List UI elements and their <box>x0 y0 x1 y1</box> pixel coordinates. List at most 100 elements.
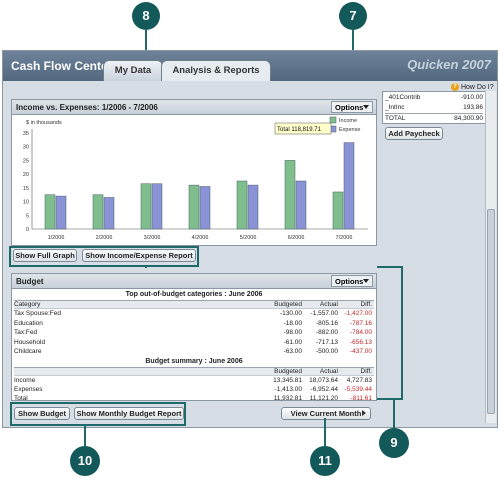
budget-table: Top out-of-budget categories : June 2006… <box>14 290 374 403</box>
callout-11: 11 <box>310 446 340 476</box>
paycheck-value: -910.00 <box>460 94 483 101</box>
paycheck-value: 193.86 <box>463 104 483 111</box>
chevron-right-icon <box>362 410 366 416</box>
diff-cell: -1,427.00 <box>344 310 372 317</box>
help-icon: ? <box>451 83 459 91</box>
y-tick-label: 20 <box>23 172 29 178</box>
actual-cell: 11,121.20 <box>309 395 338 402</box>
diff-cell: -787.16 <box>349 319 372 327</box>
show-budget-button[interactable]: Show Budget <box>14 407 70 420</box>
legend-swatch <box>329 116 337 124</box>
summary-row: Expenses -1,413.00 -6,952.44 -5,539.44 <box>14 385 374 394</box>
show-full-graph-button[interactable]: Show Full Graph <box>13 249 77 262</box>
budget-highlight-bracket <box>377 266 403 400</box>
options-label: Options <box>335 103 364 112</box>
diff-cell: 4,727.83 <box>346 377 372 384</box>
diff-cell: -811.61 <box>350 395 372 402</box>
app-window: Cash Flow Center My Data Analysis & Repo… <box>2 50 498 428</box>
callout-10-line <box>84 426 86 446</box>
budget-summary-heading: Budget summary : June 2006 <box>145 358 243 365</box>
x-tick-label: 4/2006 <box>192 235 209 241</box>
y-tick-label: 0 <box>26 227 29 233</box>
tab-analysis-reports[interactable]: Analysis & Reports <box>161 60 271 81</box>
y-tick-label: 35 <box>23 131 29 137</box>
col-budgeted: Budgeted <box>274 368 302 375</box>
chevron-down-icon <box>363 105 369 109</box>
category-cell: Tax Spouse:Fed <box>14 310 61 317</box>
summary-row: Income 13,345.81 18,073.64 4,727.83 <box>14 376 374 385</box>
actual-cell: -805.16 <box>315 319 338 327</box>
summary-header-row: Budgeted Actual Diff. <box>14 367 374 376</box>
x-tick-label: 1/2006 <box>48 235 65 241</box>
x-tick-label: 2/2006 <box>96 235 113 241</box>
budgeted-cell: 11,932.81 <box>273 395 302 402</box>
bar-income <box>44 194 56 230</box>
actual-cell: -717.13 <box>315 338 338 346</box>
total-tooltip-box <box>274 122 332 135</box>
y-tick-label: 5 <box>26 213 29 219</box>
bar-expense <box>295 180 307 230</box>
legend-label: Income <box>339 118 357 124</box>
col-budgeted: Budgeted <box>274 301 302 308</box>
scrollbar-thumb[interactable] <box>487 209 495 414</box>
bar-expense <box>103 197 115 230</box>
category-cell: Childcare <box>14 348 42 355</box>
show-income-expense-report-button[interactable]: Show Income/Expense Report <box>82 249 196 262</box>
top-categories-rows: Tax Spouse:Fed -130.00 -1,557.00 -1,427.00 E… <box>14 309 374 357</box>
category-cell: Household <box>14 338 46 346</box>
budget-row: Education -18.00 -805.16 -787.16 <box>14 319 374 328</box>
header-bar: Cash Flow Center My Data Analysis & Repo… <box>3 51 497 81</box>
y-tick-label: 10 <box>23 200 29 206</box>
how-do-i-link[interactable]: ? How Do I? <box>451 83 494 91</box>
category-cell: Income <box>14 377 36 384</box>
diff-cell: -784.00 <box>349 329 372 336</box>
column-header-row: Category Budgeted Actual Diff. <box>14 300 374 309</box>
budgeted-cell: -18.00 <box>283 319 302 327</box>
callout-9: 9 <box>379 428 409 458</box>
budgeted-cell: -63.00 <box>283 348 302 355</box>
bar-income <box>332 191 344 230</box>
diff-cell: -5,539.44 <box>344 386 372 393</box>
budget-summary-rows: Income 13,345.81 18,073.64 4,727.83 Expenses… <box>14 376 374 403</box>
bar-expense <box>343 142 355 230</box>
callout-8-connector <box>145 266 147 268</box>
category-cell: Education <box>14 319 43 327</box>
paycheck-row: TOTAL 84,300.90 <box>385 113 483 123</box>
diff-cell: -437.00 <box>349 348 372 355</box>
x-tick-label: 7/2006 <box>336 235 353 241</box>
callout-7: 7 <box>339 2 367 30</box>
actual-cell: -882.00 <box>315 329 338 336</box>
tab-my-data[interactable]: My Data <box>103 60 163 81</box>
scrollbar[interactable] <box>485 91 496 423</box>
show-monthly-budget-report-button[interactable]: Show Monthly Budget Report <box>74 407 184 420</box>
budgeted-cell: -61.00 <box>283 338 302 346</box>
bar-expense <box>55 195 67 230</box>
chart-buttons-highlight <box>9 246 199 267</box>
income-expense-panel: Income vs. Expenses: 1/2006 - 7/2006 Opt… <box>11 99 377 246</box>
paycheck-label: _401Contrib <box>385 94 421 101</box>
callout-10: 10 <box>70 446 100 476</box>
callout-9-line <box>393 400 395 430</box>
add-paycheck-button[interactable]: Add Paycheck <box>385 127 443 140</box>
income-options-button[interactable]: Options <box>331 101 373 113</box>
y-tick-label: 25 <box>23 158 29 164</box>
how-do-i-label: How Do I? <box>460 83 494 91</box>
income-expense-chart: $ in thousands 0 5 10 15 20 25 30 35 1/2006 2/2006… <box>23 116 368 241</box>
summary-row: Total 11,932.81 11,121.20 -811.61 <box>14 394 374 403</box>
actual-cell: -6,952.44 <box>310 386 338 393</box>
budget-title: Budget <box>12 274 376 289</box>
budgeted-cell: 13,345.81 <box>273 377 302 384</box>
view-current-month-button[interactable]: View Current Month <box>281 407 371 420</box>
category-cell: Expenses <box>14 386 43 393</box>
income-expense-title: Income vs. Expenses: 1/2006 - 7/2006 <box>12 100 376 115</box>
chevron-down-icon <box>363 279 369 283</box>
paycheck-label: TOTAL <box>385 115 406 122</box>
y-tick-label: 15 <box>23 186 29 192</box>
total-tooltip: Total 118,819.71 <box>277 127 322 133</box>
budget-options-button[interactable]: Options <box>331 275 373 287</box>
paycheck-row: _401Contrib -910.00 <box>385 93 483 102</box>
budgeted-cell: -130.00 <box>279 310 302 317</box>
bar-expense <box>247 184 259 230</box>
budget-row: Childcare -63.00 -500.00 -437.00 <box>14 347 374 356</box>
actual-cell: 18,073.64 <box>309 377 338 384</box>
